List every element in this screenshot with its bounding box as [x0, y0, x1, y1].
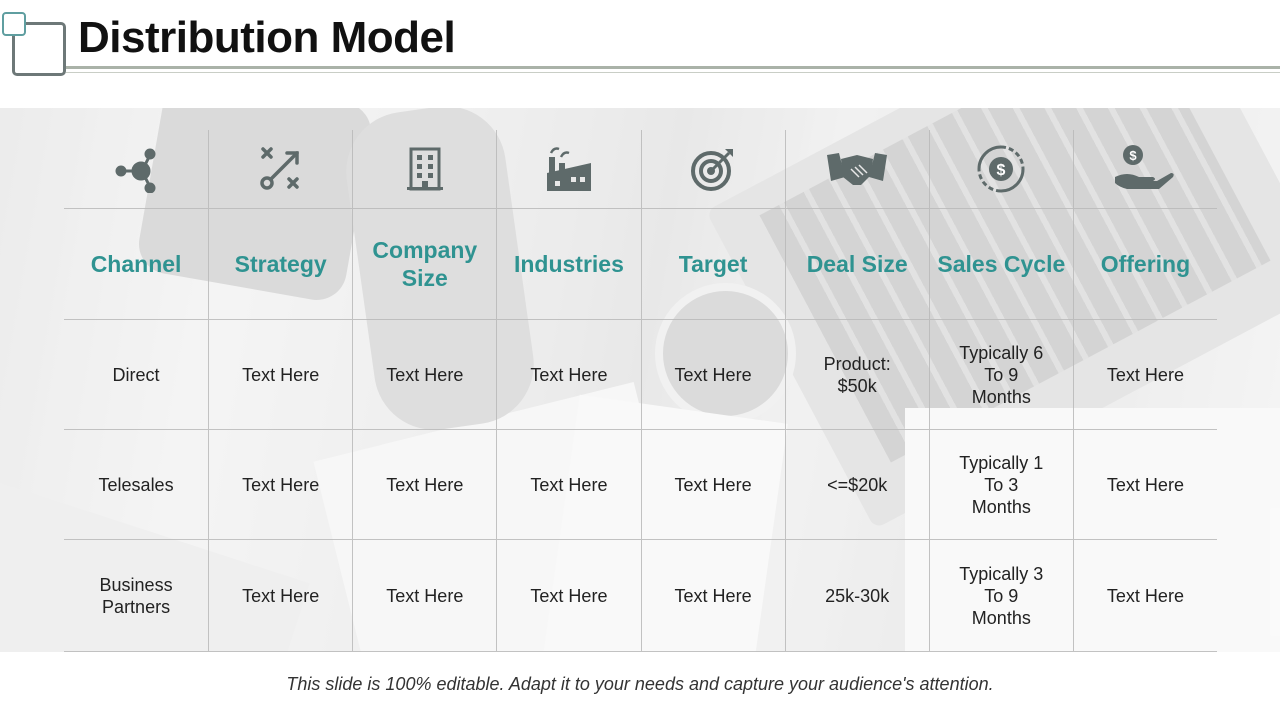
cell-strategy: Text Here [208, 540, 353, 652]
share-nodes-icon [64, 130, 208, 208]
cell-sales-cycle: Typically 6 To 9 Months [928, 320, 1073, 430]
cell-target: Text Here [640, 540, 785, 652]
cell-deal-size-text: Product: $50k [823, 353, 891, 396]
hand-coin-icon: $ [1072, 130, 1217, 208]
factory-icon [496, 130, 640, 208]
title-underline [66, 66, 1280, 69]
cell-deal-size: <=$20k [784, 430, 929, 540]
cell-sales-cycle: Typically 1 To 3 Months [928, 430, 1073, 540]
svg-text:$: $ [997, 162, 1006, 179]
cell-company-size: Text Here [352, 430, 497, 540]
cell-sales-cycle-text: Typically 6 To 9 Months [959, 342, 1044, 407]
cell-channel-text: Business Partners [99, 574, 173, 617]
cell-industries: Text Here [496, 540, 641, 652]
svg-text:$: $ [1130, 148, 1138, 163]
header-target: Target [640, 208, 785, 320]
cell-channel: Telesales [64, 430, 209, 540]
background-veil [0, 108, 1280, 652]
cell-target: Text Here [640, 320, 785, 430]
office-building-icon [352, 130, 496, 208]
strategy-play-icon [208, 130, 352, 208]
header-company-size: Company Size [352, 208, 497, 320]
cell-sales-cycle-text: Typically 3 To 9 Months [959, 563, 1044, 628]
header-deal-size: Deal Size [784, 208, 929, 320]
target-icon [640, 130, 785, 208]
cell-industries: Text Here [496, 430, 641, 540]
cell-strategy: Text Here [208, 320, 353, 430]
header-offering: Offering [1072, 208, 1217, 320]
cell-company-size: Text Here [352, 320, 497, 430]
cell-industries: Text Here [496, 320, 641, 430]
cell-sales-cycle: Typically 3 To 9 Months [928, 540, 1073, 652]
logo-square-large [12, 22, 66, 76]
handshake-icon [784, 130, 929, 208]
cell-offering: Text Here [1072, 540, 1217, 652]
cell-sales-cycle-text: Typically 1 To 3 Months [959, 452, 1044, 517]
logo-square-small [2, 12, 26, 36]
cell-channel: Business Partners [64, 540, 209, 652]
header-industries: Industries [496, 208, 641, 320]
cell-offering: Text Here [1072, 320, 1217, 430]
cell-deal-size: 25k-30k [784, 540, 929, 652]
header-channel: Channel [64, 208, 209, 320]
cell-deal-size: Product: $50k [784, 320, 929, 430]
cell-target: Text Here [640, 430, 785, 540]
distribution-table: $ $ Channel Strategy Company Size Indust… [64, 130, 1217, 652]
header-sales-cycle: Sales Cycle [928, 208, 1073, 320]
background-photo [0, 108, 1280, 652]
cell-strategy: Text Here [208, 430, 353, 540]
cell-company-size: Text Here [352, 540, 497, 652]
footer-note: This slide is 100% editable. Adapt it to… [286, 674, 994, 694]
cell-channel: Direct [64, 320, 209, 430]
title-underline-thin [66, 72, 1280, 73]
page-title: Distribution Model [78, 13, 456, 62]
dollar-cycle-icon: $ [928, 130, 1073, 208]
cell-offering: Text Here [1072, 430, 1217, 540]
header-strategy: Strategy [208, 208, 353, 320]
